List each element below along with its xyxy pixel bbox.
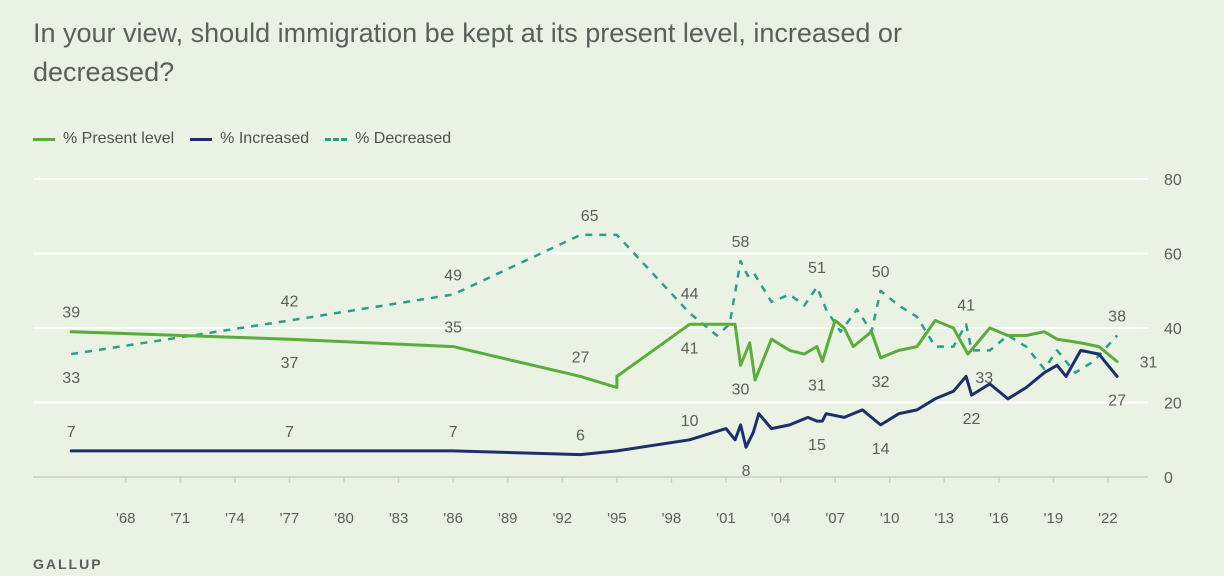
data-label: 27	[572, 349, 590, 366]
data-label: 50	[872, 264, 890, 281]
x-tick-label: '74	[225, 510, 245, 527]
x-tick-label: '04	[771, 510, 791, 527]
x-tick-label: '19	[1044, 510, 1064, 527]
legend-swatch-present	[33, 137, 55, 141]
series-line-increased	[69, 348, 1119, 457]
data-label: 30	[732, 381, 750, 398]
y-tick-label: 60	[1164, 247, 1182, 264]
x-tick-label: '22	[1098, 510, 1118, 527]
x-tick-label: '80	[334, 510, 354, 527]
legend-swatch-increased	[190, 137, 213, 141]
legend-item-increased: % Increased	[190, 130, 309, 148]
data-label: 33	[62, 370, 80, 387]
data-label: 38	[1108, 308, 1126, 325]
data-label: 7	[285, 424, 294, 441]
x-tick-label: '98	[662, 510, 682, 527]
x-tick-label: '16	[989, 510, 1009, 527]
data-label: 8	[742, 463, 751, 480]
legend-item-decreased: % Decreased	[325, 130, 451, 148]
source-label: GALLUP	[33, 556, 103, 572]
legend: % Present level % Increased % Decreased	[33, 129, 467, 149]
legend-label-present: % Present level	[63, 130, 175, 147]
y-tick-label: 80	[1164, 172, 1182, 189]
data-label: 10	[681, 413, 699, 430]
y-tick-label: 0	[1164, 470, 1173, 487]
data-label: 6	[576, 428, 585, 445]
data-label: 27	[1108, 392, 1126, 409]
x-tick-label: '01	[716, 510, 736, 527]
x-tick-label: '07	[825, 510, 845, 527]
data-label: 37	[281, 355, 299, 372]
x-tick-label: '89	[498, 510, 518, 527]
data-label: 32	[872, 374, 890, 391]
data-label: 65	[581, 208, 599, 225]
legend-label-decreased: % Decreased	[355, 130, 452, 147]
x-tick-label: '77	[280, 510, 300, 527]
data-label: 7	[67, 424, 76, 441]
legend-item-present: % Present level	[33, 130, 174, 148]
y-tick-label: 20	[1164, 396, 1182, 413]
data-label: 49	[444, 267, 462, 284]
chart-title: In your view, should immigration be kept…	[33, 18, 902, 87]
data-label: 35	[444, 320, 462, 337]
x-tick-label: '10	[880, 510, 900, 527]
x-tick-label: '95	[607, 510, 627, 527]
data-label: 31	[1140, 355, 1158, 372]
x-tick-label: '68	[116, 510, 136, 527]
legend-swatch-decreased	[325, 137, 348, 141]
data-label: 41	[681, 340, 699, 357]
data-label: 33	[975, 370, 993, 387]
data-label: 51	[808, 260, 826, 277]
x-tick-label: '92	[553, 510, 573, 527]
data-label: 15	[808, 437, 826, 454]
data-label: 14	[872, 441, 890, 458]
data-label: 7	[449, 424, 458, 441]
data-label: 44	[681, 286, 699, 303]
x-tick-label: '86	[443, 510, 463, 527]
x-tick-label: '13	[934, 510, 954, 527]
x-tick-label: '71	[171, 510, 191, 527]
data-label: 22	[963, 411, 981, 428]
x-tick-label: '83	[389, 510, 409, 527]
y-tick-label: 40	[1164, 321, 1182, 338]
data-label: 41	[957, 297, 975, 314]
data-label: 31	[808, 378, 826, 395]
legend-label-increased: % Increased	[220, 130, 310, 147]
data-label: 42	[281, 294, 299, 311]
series-line-present	[69, 319, 1119, 390]
data-label: 39	[62, 305, 80, 322]
data-label: 58	[732, 234, 750, 251]
